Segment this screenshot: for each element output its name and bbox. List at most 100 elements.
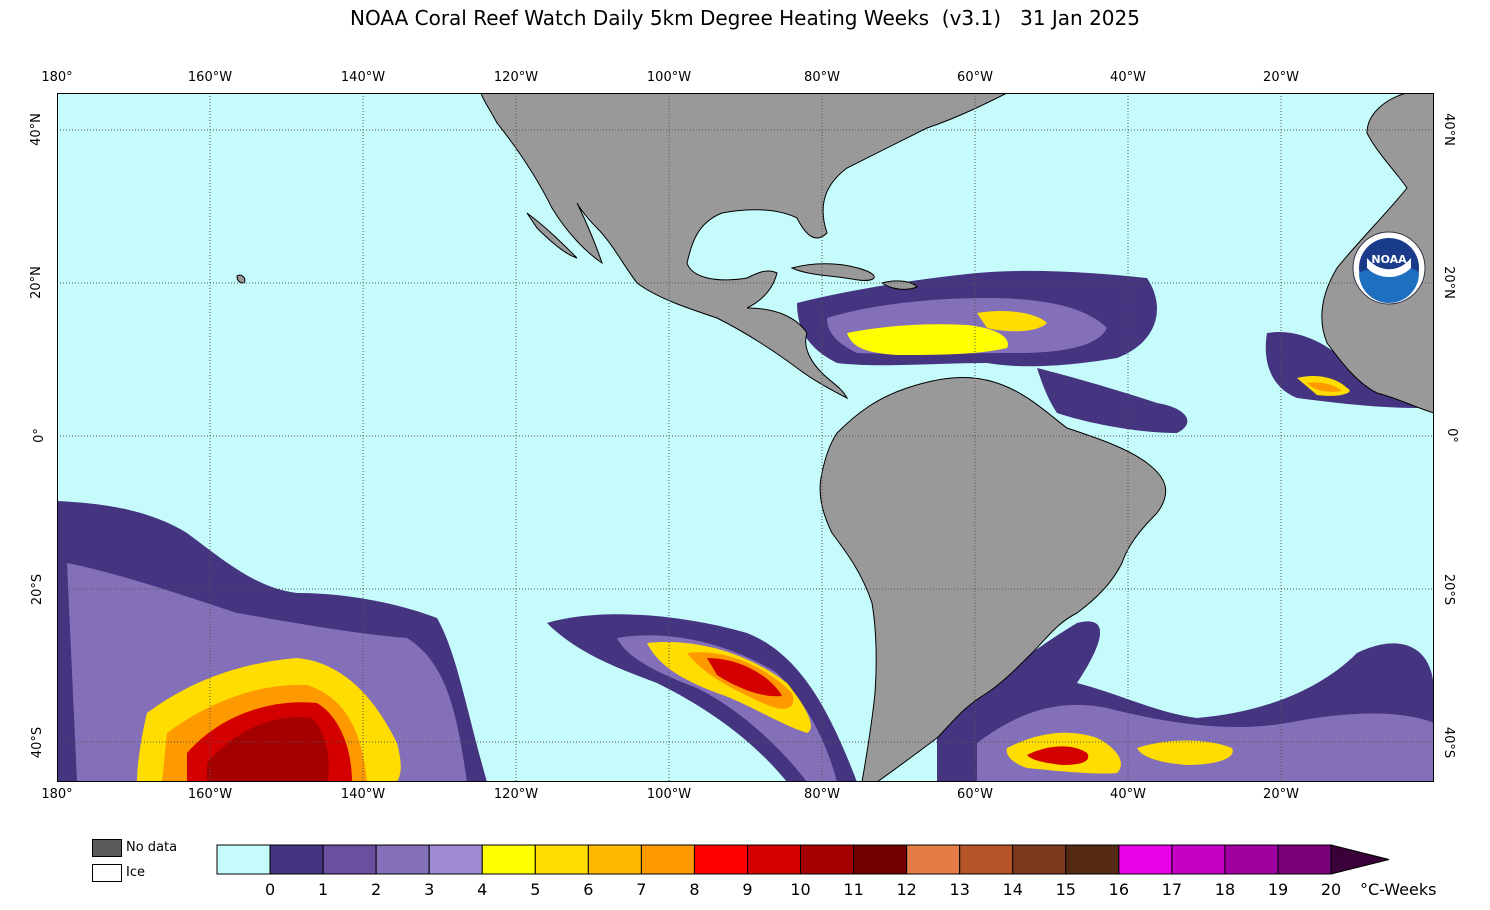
lon-label: 180° [41,70,73,85]
colorbar-swatch [322,844,377,875]
colorbar-swatch [534,844,589,875]
dhw-region-satlantic-red [1027,746,1089,765]
nodata-label: No data [126,840,178,855]
colorbar-tick-label: 7 [636,880,647,899]
lon-label: 40°W [1110,70,1146,85]
colorbar-swatch [216,844,271,875]
legend: No data Ice [0,830,1490,910]
colorbar [216,844,1390,875]
colorbar-swatch [375,844,430,875]
map-frame [57,93,1434,782]
colorbar-units: °C-Weeks [1360,880,1437,899]
colorbar-swatch [1277,844,1332,875]
dhw-region-caribbean-yellow [847,324,1008,355]
colorbar-tick-label: 13 [949,880,970,899]
colorbar-swatch [1065,844,1120,875]
colorbar-swatch [1012,844,1067,875]
colorbar-tick-label: 16 [1108,880,1130,899]
colorbar-tick-label: 0 [264,880,276,899]
colorbar-tick-label: 1 [318,880,329,899]
cuba [790,263,875,281]
dhw-map[interactable]: NOAA [57,93,1434,782]
colorbar-swatch [959,844,1014,875]
lat-label: 40°N [1440,113,1456,146]
lat-label: 0° [31,428,47,443]
colorbar-tick-label: 18 [1214,880,1236,899]
south-america [819,377,1167,782]
colorbar-swatch [1118,844,1173,875]
dhw-region-wafrica-orange [1307,382,1342,392]
colorbar-tick-label: 2 [371,880,382,899]
colorbar-tick-label: 17 [1161,880,1183,899]
noaa-logo-text: NOAA [1371,253,1407,266]
lat-label: 40°S [30,726,46,759]
graticule [57,93,1434,782]
colorbar-swatch [1171,844,1226,875]
noaa-logo: NOAA [1352,231,1426,305]
dhw-region-sepacific-red [707,658,782,697]
dhw-region-sepacific-lavender [617,635,837,782]
colorbar-tick-label: 10 [790,880,811,899]
lat-label: 20°N [1440,266,1456,299]
north-america [480,93,1008,400]
lon-label: 100°W [646,70,692,85]
colorbar-tick-label: 3 [424,880,435,899]
colorbar-swatch [481,844,536,875]
hispaniola [880,280,918,290]
colorbar-swatch [906,844,961,875]
lon-label: 120°W [493,70,539,85]
lat-label: 20°N [28,266,44,299]
lon-label: 100°W [646,787,692,802]
colorbar-tick-label: 5 [530,880,541,899]
colorbar-swatch [269,844,324,875]
colorbar-arrow [1330,844,1390,875]
dhw-regions [57,270,1434,782]
lon-label: 60°W [957,70,993,85]
dhw-region-caribbean-yellow2 [977,311,1047,332]
colorbar-tick-label: 20 [1320,880,1342,899]
dhw-region-sepacific-yellow [647,642,811,733]
lon-label: 160°W [187,70,233,85]
colorbar-swatch [747,844,802,875]
dhw-region-satlantic-yellow2 [1137,740,1233,765]
ice-swatch [92,864,122,882]
lon-label: 80°W [804,70,840,85]
colorbar-swatch [587,844,642,875]
colorbar-tick-label: 11 [843,880,864,899]
colorbar-tick-label: 6 [583,880,594,899]
lon-label: 80°W [804,787,840,802]
lon-label: 140°W [340,70,386,85]
colorbar-tick-label: 4 [477,880,488,899]
lon-label: 180° [41,787,73,802]
lon-label: 120°W [493,787,539,802]
colorbar-tick-label: 15 [1055,880,1076,899]
map-title: NOAA Coral Reef Watch Daily 5km Degree H… [350,6,1140,30]
dhw-region-spacific-darkred [207,717,329,782]
lon-label: 140°W [340,787,386,802]
colorbar-swatch [693,844,749,875]
lon-label: 40°W [1110,787,1146,802]
ice-label: Ice [126,865,145,880]
lon-label: 20°W [1263,787,1299,802]
baja [526,212,578,259]
lat-label: 20°S [30,573,46,606]
dhw-region-natlantic-purple [1037,368,1188,433]
nodata-swatch [92,839,122,857]
colorbar-tick-label: 9 [742,880,753,899]
colorbar-tick-label: 14 [1002,880,1023,899]
lat-label: 20°S [1441,573,1457,606]
colorbar-tick-label: 8 [689,880,700,899]
lat-label: 0° [1443,428,1459,443]
colorbar-swatch [800,844,855,875]
colorbar-swatch [853,844,908,875]
lon-label: 160°W [187,787,233,802]
colorbar-tick-label: 19 [1267,880,1289,899]
colorbar-swatch [428,844,483,875]
colorbar-swatch [1224,844,1279,875]
lon-label: 60°W [957,787,993,802]
colorbar-tick-label: 12 [896,880,917,899]
lat-label: 40°N [28,113,44,146]
lon-label: 20°W [1263,70,1299,85]
lat-label: 40°S [1441,726,1457,759]
colorbar-swatch [640,844,695,875]
